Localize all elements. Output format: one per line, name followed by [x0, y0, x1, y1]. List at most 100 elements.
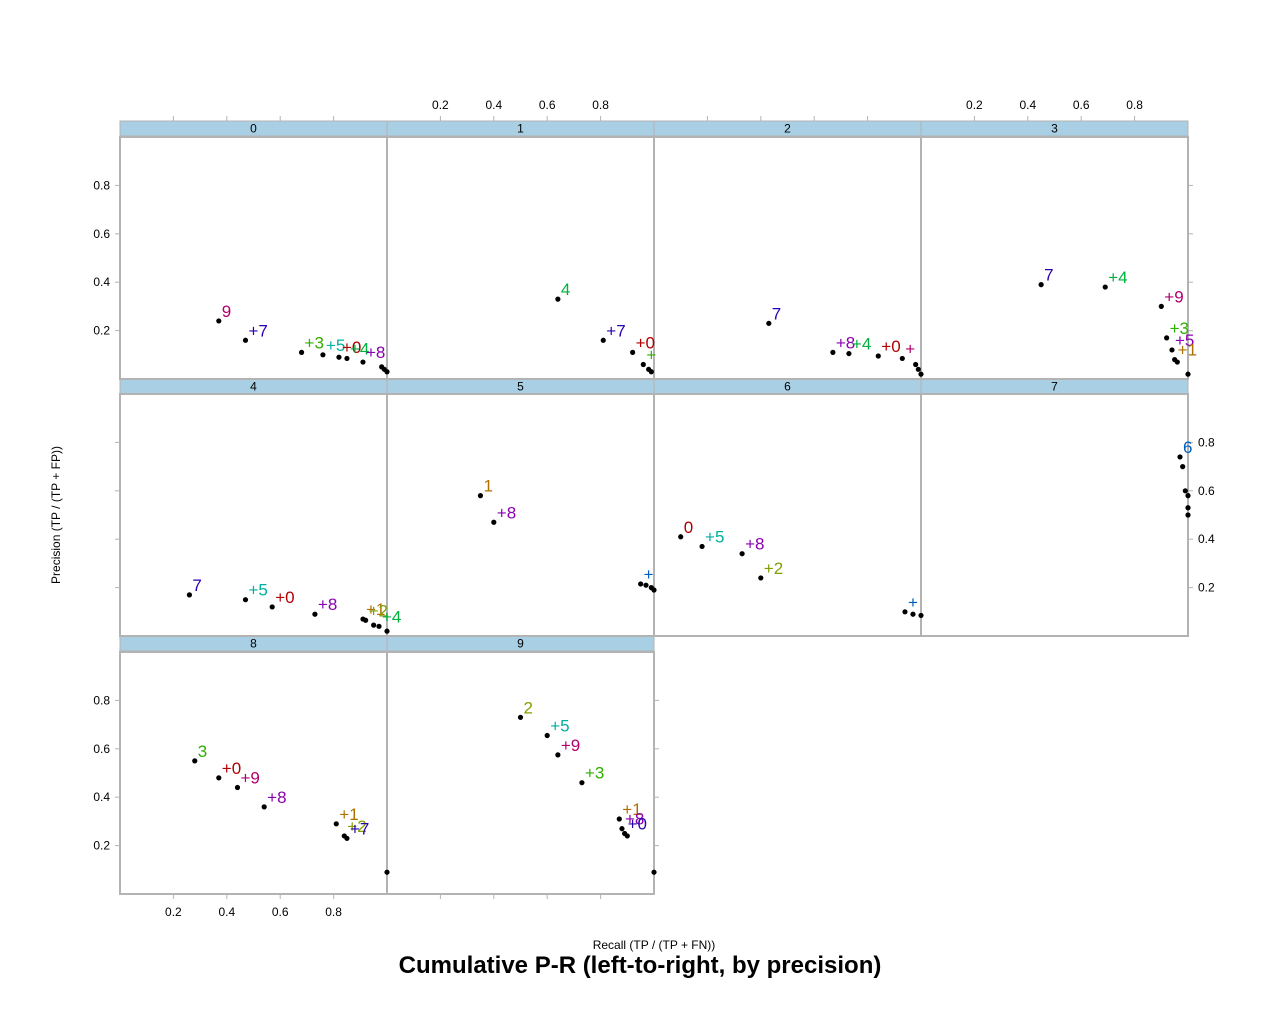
data-point-label: +1 — [1178, 341, 1197, 360]
data-point — [902, 609, 908, 615]
data-point — [1185, 493, 1191, 499]
data-point-label: +5 — [326, 336, 345, 355]
data-point — [651, 869, 657, 875]
data-point-label: +9 — [1164, 287, 1183, 306]
data-point — [376, 623, 382, 629]
panel-strip-label: 7 — [1051, 380, 1058, 394]
panel-layer — [119, 136, 1189, 895]
data-point-label: +7 — [350, 819, 369, 838]
data-point — [517, 714, 524, 720]
y-tick-label: 0.4 — [1198, 532, 1215, 546]
data-point — [1185, 512, 1191, 518]
x-tick-label: 0.8 — [1126, 98, 1143, 112]
data-point — [312, 611, 318, 617]
tick-layer: 0.2 0.4 0.6 0.8 0.2 0.4 0.6 0.8 0.2 0.4 0.6 0.8 0.2 0… — [93, 98, 1215, 919]
data-point — [544, 732, 550, 739]
data-point — [579, 780, 585, 786]
data-point-label: +9 — [240, 769, 259, 788]
data-point — [875, 353, 881, 359]
y-tick-label: 0.2 — [93, 839, 110, 853]
data-point — [555, 296, 561, 302]
data-point — [913, 361, 919, 368]
data-point — [344, 355, 350, 362]
panel-strip-label: 2 — [784, 122, 791, 136]
data-point-label: +1 — [339, 805, 358, 824]
data-point-label: +7 — [606, 321, 625, 340]
y-tick-label: 0.6 — [1198, 484, 1215, 498]
data-point — [643, 582, 649, 588]
data-point — [1102, 284, 1108, 290]
panel-strip-label: 6 — [784, 380, 791, 394]
data-point — [915, 366, 921, 372]
chart-title: Cumulative P-R (left-to-right, by precis… — [399, 952, 882, 979]
x-axis-label: Recall (TP / (TP + FN)) — [593, 938, 716, 952]
data-point — [1174, 359, 1180, 365]
data-point — [910, 611, 916, 617]
data-point — [336, 354, 342, 360]
x-tick-label: 0.8 — [325, 905, 342, 919]
data-point-label: +5 — [550, 716, 569, 735]
points-layer: 9+7+3 +5+0+4+84+7+0+7+8+4 +0 +7 +4+9+3+5+17 +… — [186, 266, 1197, 875]
data-point-label: +3 — [1170, 319, 1189, 338]
data-point — [1038, 282, 1044, 288]
data-point-label: +1 — [366, 600, 385, 619]
data-point — [216, 318, 222, 324]
y-tick-label: 0.8 — [93, 178, 110, 192]
data-point — [477, 493, 484, 499]
data-point — [242, 597, 249, 603]
data-point-label: +2 — [369, 601, 388, 620]
panel-frame-1 — [386, 136, 655, 380]
panel-strip-label: 1 — [517, 122, 524, 136]
x-tick-label: 0.6 — [539, 98, 556, 112]
data-point-label: +8 — [625, 810, 644, 829]
data-point — [640, 361, 646, 368]
data-point-label: +4 — [852, 335, 871, 354]
data-point-label: +0 — [342, 338, 361, 357]
data-point-label: +1 — [622, 800, 641, 819]
data-point — [234, 784, 241, 791]
x-tick-label: 0.4 — [485, 98, 502, 112]
data-point — [638, 581, 644, 587]
data-point — [1185, 505, 1191, 511]
data-point-label: + — [644, 565, 654, 584]
data-point-label: +3 — [585, 764, 604, 783]
data-point-label: + — [905, 339, 915, 358]
data-point-label: +8 — [267, 788, 286, 807]
data-point-label: + — [908, 593, 918, 612]
panel-strip-label: 8 — [250, 637, 257, 651]
data-point-label: +0 — [222, 759, 241, 778]
y-tick-label: 0.6 — [93, 742, 110, 756]
data-point-label: 9 — [222, 302, 231, 321]
data-point — [830, 349, 836, 355]
data-point-label: 1 — [483, 477, 492, 496]
data-point — [918, 371, 924, 377]
data-point-label: +4 — [1108, 268, 1127, 287]
data-point — [320, 352, 326, 358]
data-point — [699, 543, 705, 550]
y-tick-label: 0.2 — [93, 324, 110, 338]
data-point — [1182, 488, 1188, 494]
data-point — [616, 816, 622, 822]
panel-frame-5 — [386, 393, 655, 637]
data-point-label: +8 — [497, 503, 516, 522]
data-point — [1185, 371, 1191, 377]
data-point-label: 3 — [198, 742, 207, 761]
data-point-label: 0 — [684, 518, 693, 537]
data-point-label: 6 — [1183, 438, 1192, 457]
panel-strip-label: 3 — [1051, 122, 1058, 136]
panel-strip-label: 5 — [517, 380, 524, 394]
x-tick-label: 0.4 — [1019, 98, 1036, 112]
panel-strip-label: 4 — [250, 380, 257, 394]
data-point-label: +5 — [705, 527, 724, 546]
panel-strip-label: 0 — [250, 122, 257, 136]
data-point-label: +8 — [318, 595, 337, 614]
data-point — [333, 821, 339, 827]
data-point — [619, 826, 625, 832]
x-tick-label: 0.8 — [592, 98, 609, 112]
panel-frame-7 — [920, 393, 1189, 637]
data-point-label: +4 — [350, 339, 369, 358]
data-point-label: +2 — [764, 559, 783, 578]
data-point — [242, 337, 249, 343]
data-point-label: 7 — [192, 576, 201, 595]
